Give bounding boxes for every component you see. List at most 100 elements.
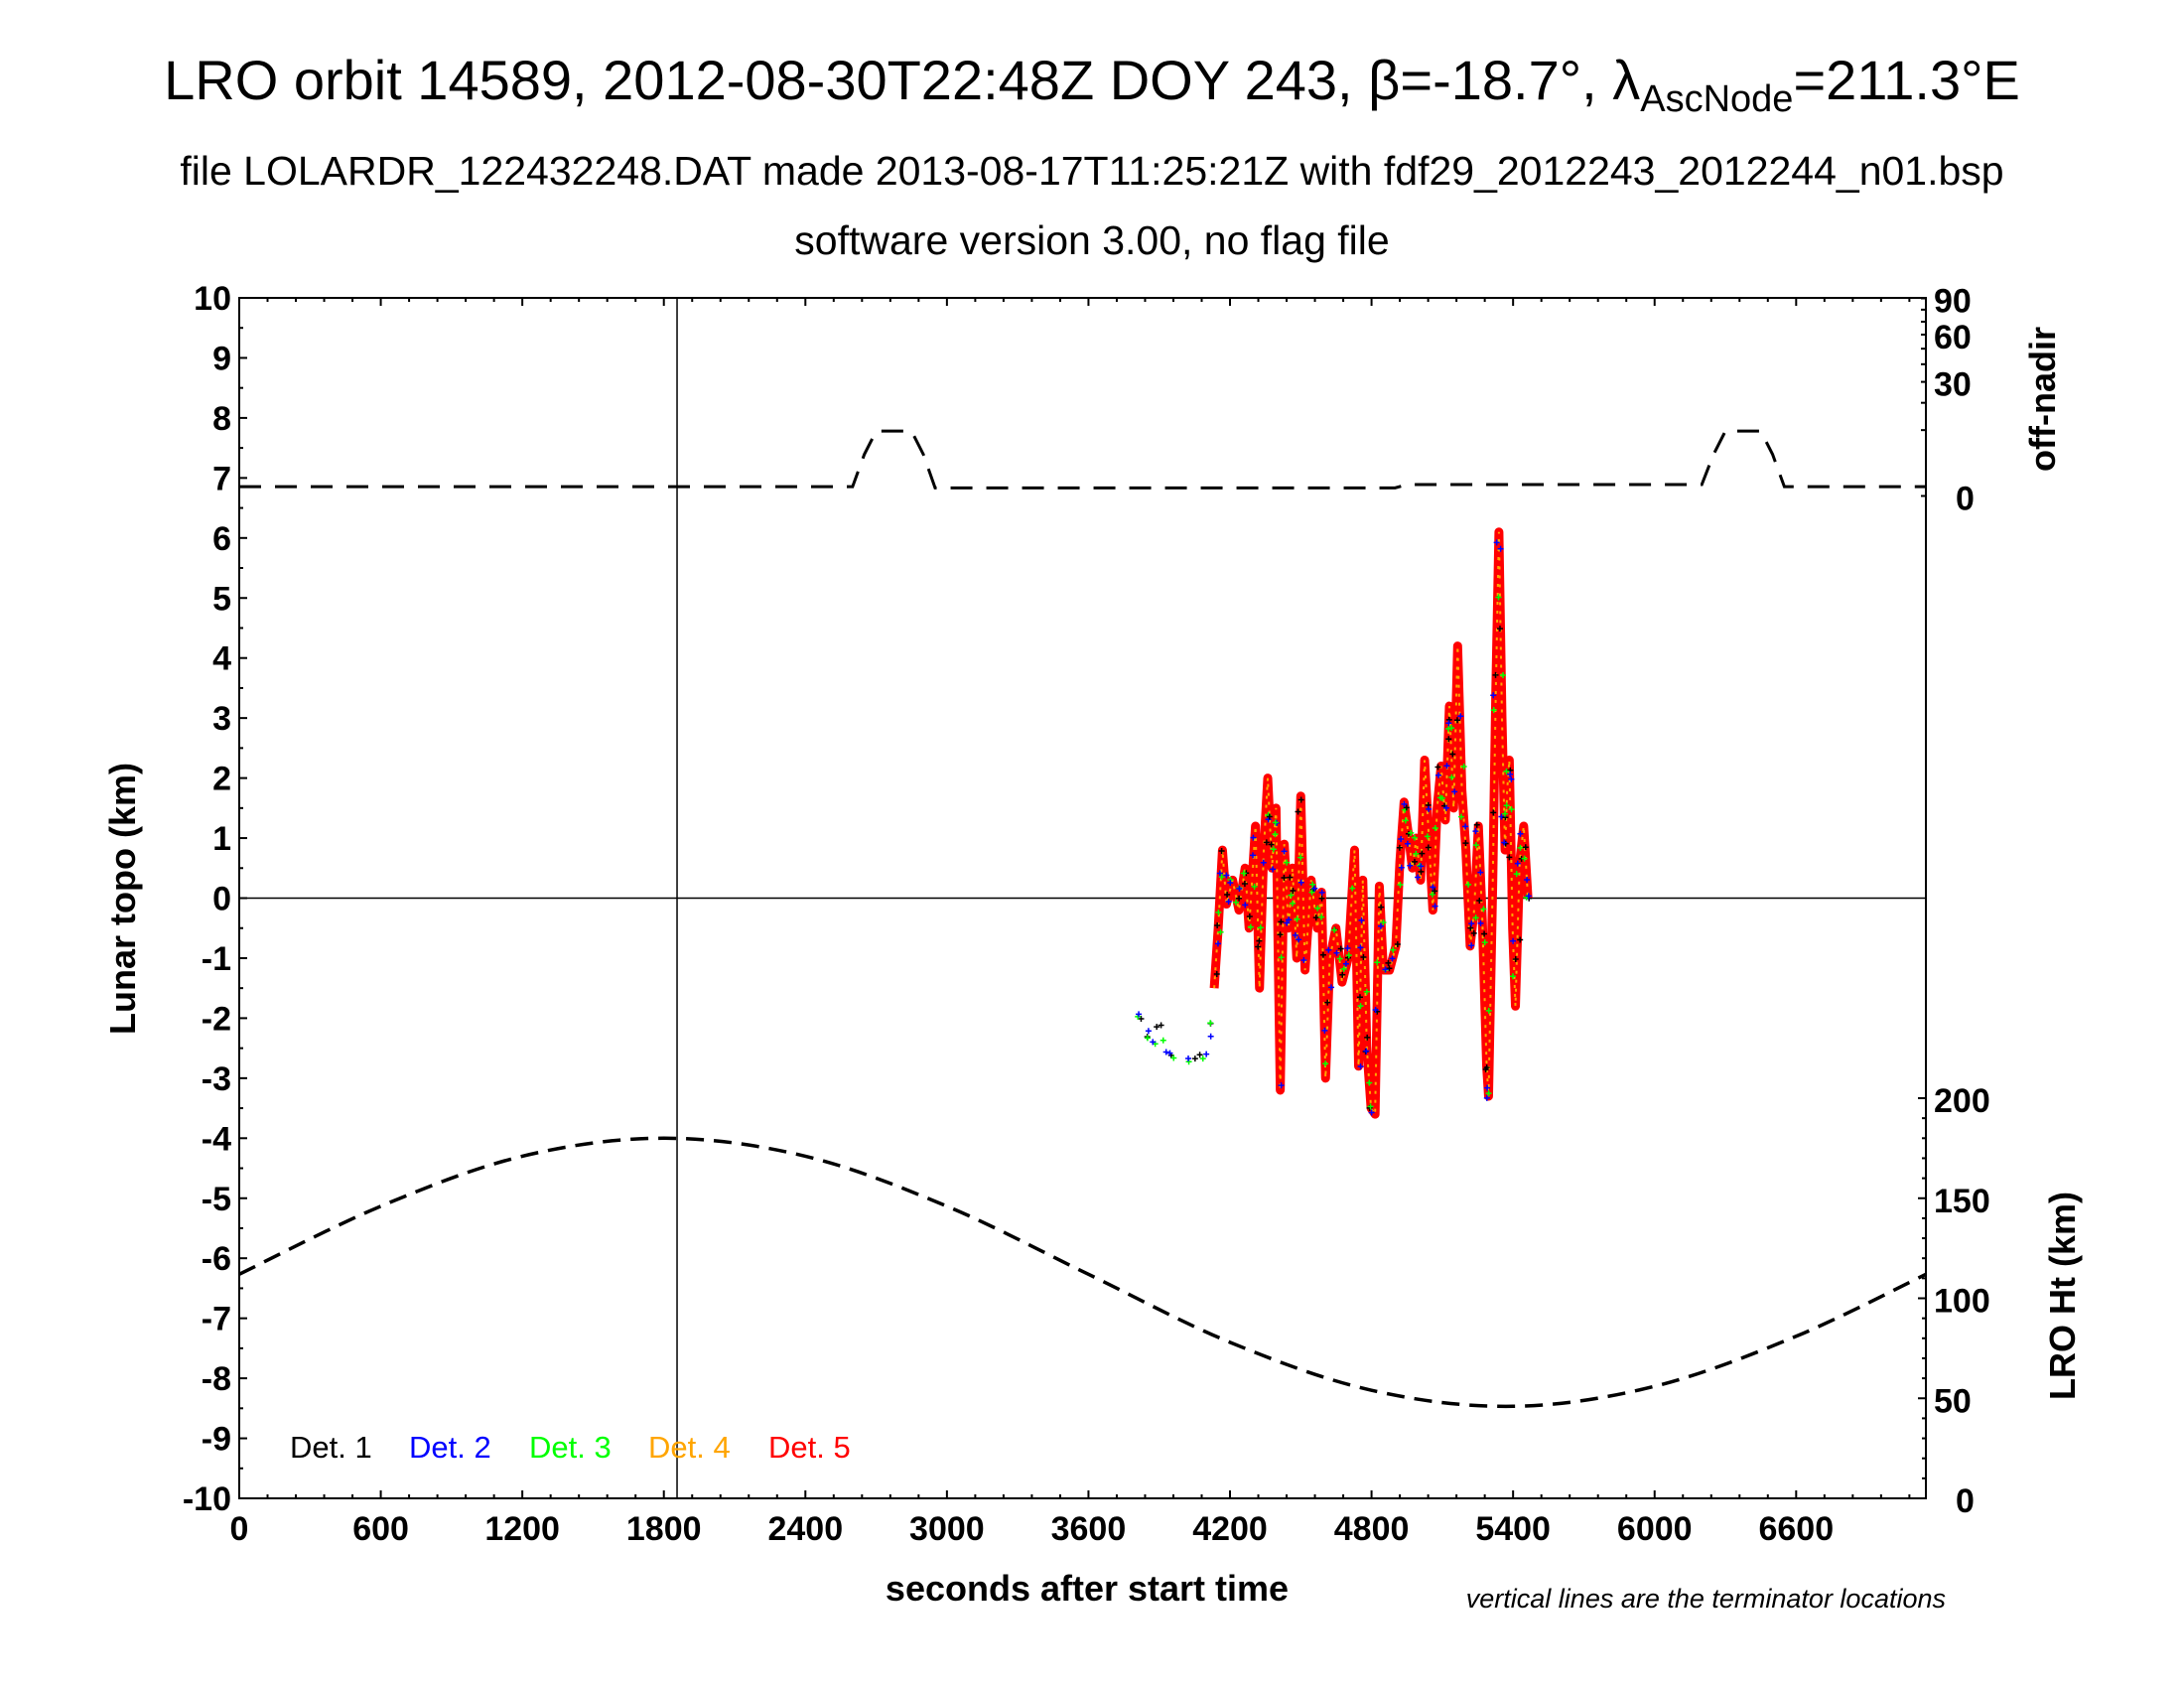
detector-point [1281, 848, 1288, 855]
y-tick-label: 2 [212, 761, 231, 798]
detector-point [1247, 923, 1254, 930]
detector-point [1215, 909, 1222, 915]
detector-point [1432, 825, 1438, 832]
detector-point [1246, 914, 1253, 920]
detector-point [1521, 855, 1528, 862]
legend-entry-det-3: Det. 3 [529, 1430, 612, 1465]
detector-point [1241, 880, 1248, 887]
detector-point [1331, 926, 1338, 933]
detector-point [1481, 939, 1488, 946]
height-axis-label: LRO Ht (km) [2042, 1192, 2083, 1400]
detector-point [1166, 1050, 1173, 1056]
detector-point [1191, 1055, 1198, 1062]
detector-point [1224, 891, 1231, 898]
legend: Det. 1 Det. 2 Det. 3 Det. 4 Det. 5 [290, 1430, 851, 1465]
detector-point [1357, 944, 1364, 951]
offnadir-line [239, 429, 1926, 490]
detector-point [1445, 720, 1452, 727]
detector-point [1336, 955, 1343, 962]
title-subscript: AscNode [1640, 78, 1793, 120]
detector-point [1290, 888, 1297, 895]
detector-point [1232, 899, 1239, 906]
detector-point [1425, 844, 1432, 851]
detector-point [1318, 889, 1325, 896]
y-tick-label: 9 [212, 340, 231, 377]
detector-point [1507, 771, 1514, 777]
detector-point [1342, 960, 1349, 967]
y-tick-label: -3 [202, 1060, 231, 1098]
detector-point [1214, 940, 1221, 947]
detector-point [1445, 736, 1452, 743]
detector-point [1398, 835, 1405, 842]
detector-point [1411, 834, 1418, 841]
detector-point [1396, 844, 1403, 851]
detector-point [1322, 1060, 1329, 1067]
detector-point [1514, 860, 1521, 867]
x-tick-label: 1800 [626, 1510, 702, 1548]
detector-point [1363, 988, 1370, 995]
height-tick-label: 50 [1934, 1382, 1972, 1420]
detector-point [1448, 774, 1455, 780]
detector-point [1154, 1024, 1160, 1031]
detector-point [1325, 946, 1332, 953]
detector-point [1278, 918, 1285, 925]
detector-point [1380, 919, 1387, 926]
detector-point [1150, 1039, 1157, 1046]
detector-point [1297, 796, 1304, 803]
detector-point [1378, 904, 1385, 911]
detector-point [1345, 952, 1352, 959]
detector-point [1490, 692, 1497, 699]
detector-point [1250, 834, 1257, 841]
title-main: LRO orbit 14589, 2012-08-30T22:48Z DOY 2… [164, 49, 1640, 111]
detector-point [1251, 883, 1258, 890]
chart-subtitle-2: software version 3.00, no flag file [794, 217, 1389, 263]
detector-point [1328, 984, 1335, 991]
detector-point [1257, 924, 1264, 931]
detector-point [1483, 1064, 1490, 1071]
detector-point [1242, 902, 1249, 909]
detector-point [1462, 840, 1469, 847]
detector-point [1424, 833, 1431, 840]
detector-point [1477, 919, 1484, 926]
detector-point [1501, 839, 1508, 846]
detector-point [1512, 955, 1519, 962]
y-tick-label: 3 [212, 700, 231, 738]
detector-point [1312, 914, 1319, 921]
detector-point [1412, 858, 1418, 865]
detector-point [1324, 999, 1331, 1006]
detector-point [1218, 874, 1225, 881]
detector-point [1297, 879, 1304, 886]
x-tick-label: 600 [352, 1510, 409, 1548]
chart-subtitle: file LOLARDR_122432248.DAT made 2013-08-… [180, 148, 2003, 194]
detector-point [1432, 888, 1438, 895]
detector-point [1508, 775, 1515, 782]
detector-point [1483, 1094, 1490, 1101]
offnadir-tick-label: 60 [1934, 319, 1972, 356]
detector-point [1397, 882, 1404, 889]
detector-point [1497, 545, 1504, 552]
y-tick-label: 5 [212, 580, 231, 618]
detector-point [1513, 871, 1520, 878]
x-tick-label: 1200 [484, 1510, 560, 1548]
detector-point [1493, 539, 1500, 546]
detector-point [1510, 937, 1517, 944]
detector-point [1349, 885, 1356, 892]
y-tick-label: -9 [202, 1421, 231, 1459]
detector-point [1503, 768, 1510, 774]
x-axis-label: seconds after start time [886, 1568, 1289, 1609]
detector-point [1401, 800, 1408, 807]
detector-point [1268, 841, 1275, 848]
detector-point [1457, 713, 1464, 720]
title-end: =211.3°E [1793, 49, 2019, 111]
detector-point [1517, 936, 1524, 943]
detector-point [1453, 717, 1460, 724]
detector-point [1426, 805, 1433, 812]
detector-point [1288, 892, 1295, 899]
detector-point [1404, 840, 1411, 847]
detector-point [1270, 846, 1277, 853]
lro-height-line [238, 1136, 1927, 1409]
detector-point [1287, 874, 1294, 881]
detector-point [1506, 854, 1513, 861]
detector-point [1408, 829, 1415, 836]
